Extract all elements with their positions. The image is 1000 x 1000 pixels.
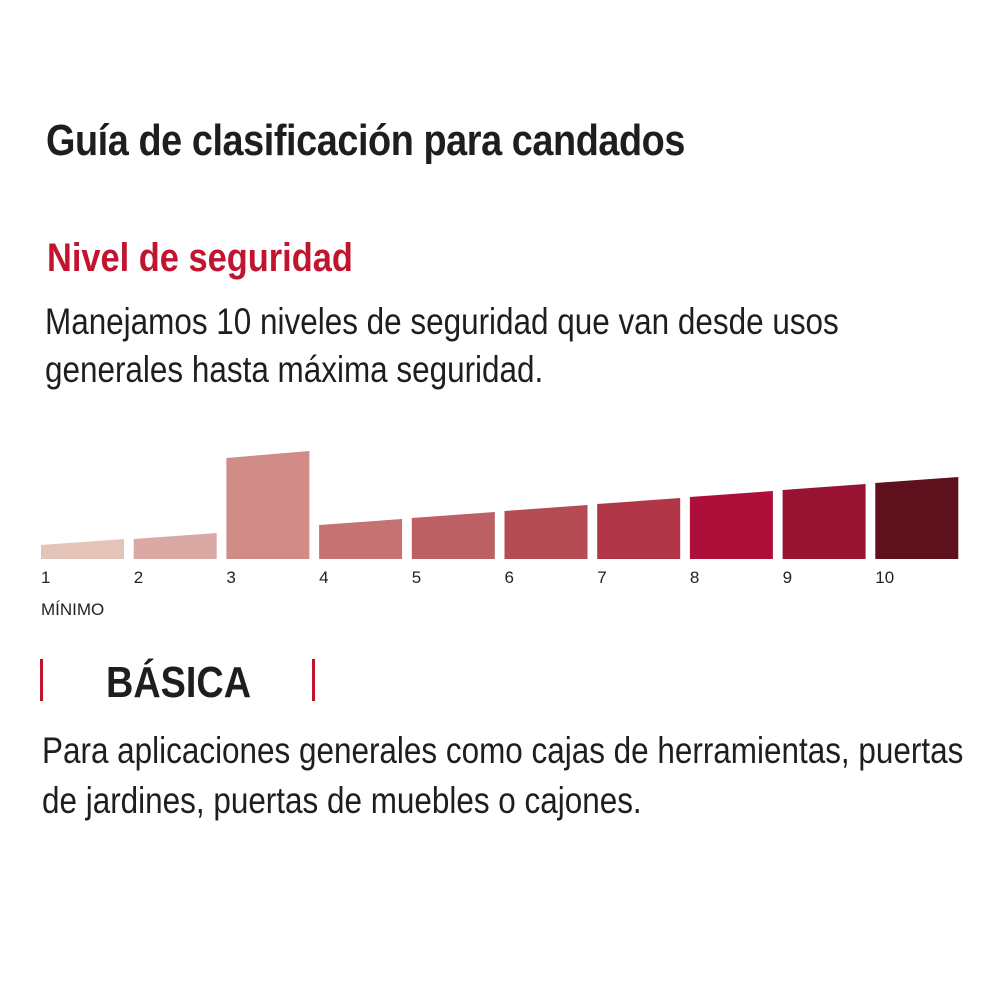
level-bar-3 [226,451,310,559]
level-bar-10 [875,477,959,559]
intro-text: Manejamos 10 niveles de seguridad que va… [45,301,839,390]
tick-label-2: 2 [134,568,143,587]
category-label: BÁSICA [106,658,252,707]
min-label: MÍNIMO [41,600,104,619]
tick-label-4: 4 [319,568,328,587]
page-title: Guía de clasificación para candados [46,116,685,165]
level-bar-8 [689,491,773,559]
security-level-chart: 1 2 3 4 5 6 7 8 9 10 MÍNIMO [41,451,959,619]
divider-left [40,659,43,701]
level-bar-4 [319,519,403,559]
category-description: Para aplicaciones generales como cajas d… [42,730,964,821]
tick-label-8: 8 [690,568,699,587]
tick-label-9: 9 [783,568,792,587]
section-subtitle: Nivel de seguridad [47,236,353,280]
tick-label-3: 3 [226,568,235,587]
tick-label-10: 10 [875,568,894,587]
level-bar-6 [504,505,588,559]
tick-label-6: 6 [505,568,514,587]
tick-label-7: 7 [597,568,606,587]
level-bar-7 [597,498,681,559]
level-bar-2 [133,533,217,559]
divider-right [312,659,315,701]
level-bar-1 [41,539,124,559]
level-bar-9 [782,484,866,559]
level-bar-5 [411,512,495,559]
tick-label-1: 1 [41,568,50,587]
tick-label-5: 5 [412,568,421,587]
